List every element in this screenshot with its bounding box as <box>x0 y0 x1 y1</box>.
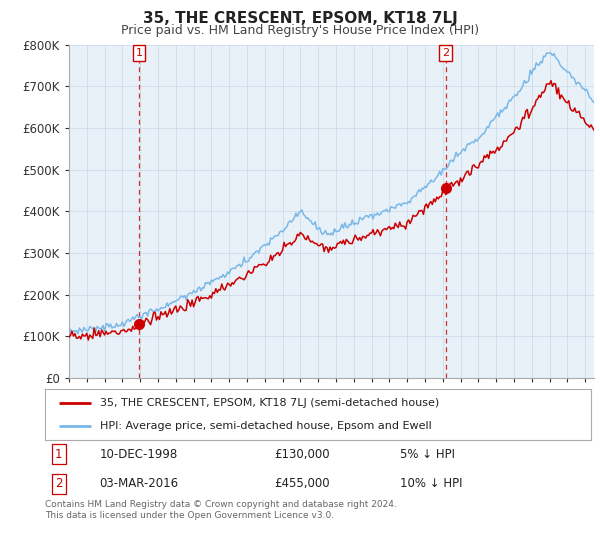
Text: Contains HM Land Registry data © Crown copyright and database right 2024.
This d: Contains HM Land Registry data © Crown c… <box>45 500 397 520</box>
Text: £455,000: £455,000 <box>274 477 330 491</box>
Text: 10% ↓ HPI: 10% ↓ HPI <box>400 477 463 491</box>
Text: 1: 1 <box>136 48 143 58</box>
Text: 2: 2 <box>55 477 62 491</box>
Text: 35, THE CRESCENT, EPSOM, KT18 7LJ (semi-detached house): 35, THE CRESCENT, EPSOM, KT18 7LJ (semi-… <box>100 398 439 408</box>
Text: 35, THE CRESCENT, EPSOM, KT18 7LJ: 35, THE CRESCENT, EPSOM, KT18 7LJ <box>143 11 457 26</box>
Text: £130,000: £130,000 <box>274 447 330 461</box>
Text: 03-MAR-2016: 03-MAR-2016 <box>100 477 179 491</box>
Text: 10-DEC-1998: 10-DEC-1998 <box>100 447 178 461</box>
Text: HPI: Average price, semi-detached house, Epsom and Ewell: HPI: Average price, semi-detached house,… <box>100 421 431 431</box>
Text: 2: 2 <box>442 48 449 58</box>
Text: 1: 1 <box>55 447 62 461</box>
Text: 5% ↓ HPI: 5% ↓ HPI <box>400 447 455 461</box>
Text: Price paid vs. HM Land Registry's House Price Index (HPI): Price paid vs. HM Land Registry's House … <box>121 24 479 36</box>
